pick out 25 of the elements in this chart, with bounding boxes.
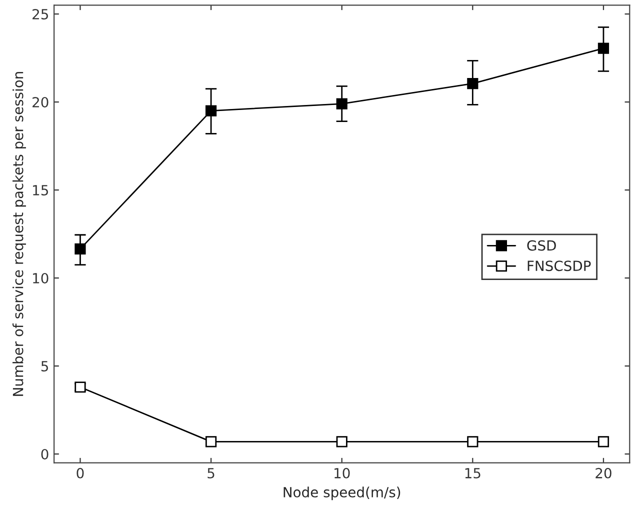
x-tick-label: 20 <box>596 468 612 478</box>
y-tick-label: 20 <box>32 96 48 108</box>
legend-label: FNSCSDP <box>528 260 591 272</box>
y-tick-label: 15 <box>33 185 48 196</box>
x-tick-label: 10 <box>334 468 350 478</box>
y-tick-label: 5 <box>41 361 48 372</box>
point <box>336 436 348 448</box>
point <box>205 105 217 116</box>
y-axis-title: Number of service request packets per session <box>12 72 26 396</box>
x-tick-label: 15 <box>465 468 480 478</box>
point <box>336 98 348 110</box>
point <box>74 382 86 393</box>
point <box>467 78 478 90</box>
point <box>598 42 610 54</box>
point <box>205 436 217 448</box>
legend-label: GSD <box>527 240 556 251</box>
point <box>598 436 610 448</box>
y-tick-label: 0 <box>41 448 48 460</box>
point <box>467 436 478 448</box>
y-tick-label: 10 <box>33 272 48 284</box>
point <box>74 243 86 255</box>
y-tick-label: 25 <box>32 8 48 20</box>
x-tick-label: 5 <box>208 468 214 478</box>
x-tick-label: 0 <box>76 468 84 478</box>
x-axis-title: Node speed(m/s) <box>284 486 400 500</box>
